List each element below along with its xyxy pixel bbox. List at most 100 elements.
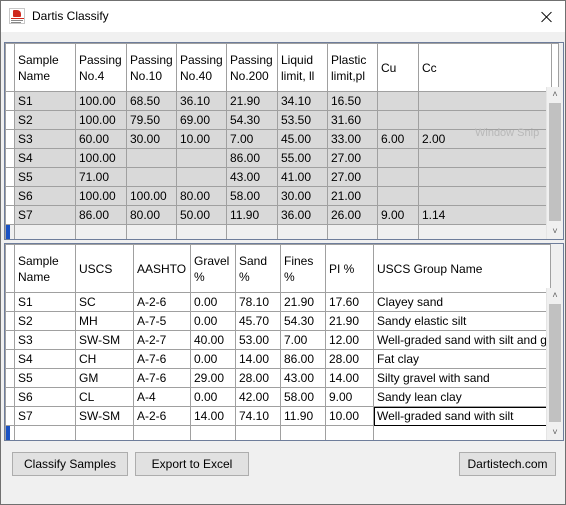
row-header[interactable] [5, 406, 15, 426]
table-cell[interactable]: 86.00 [280, 349, 326, 369]
table-cell[interactable]: A-2-7 [133, 330, 191, 350]
table-cell-empty[interactable] [377, 224, 419, 239]
table-cell[interactable]: A-2-6 [133, 406, 191, 426]
table-cell[interactable]: S1 [14, 91, 76, 111]
title-bar[interactable]: Dartis Classify [1, 1, 565, 32]
table-cell[interactable]: 28.00 [325, 349, 374, 369]
table-cell[interactable]: 14.00 [190, 406, 236, 426]
table-cell[interactable]: 79.50 [126, 110, 177, 130]
row-header[interactable] [5, 330, 15, 350]
column-header[interactable]: Sand % [235, 244, 281, 293]
table-cell[interactable]: 21.00 [327, 186, 378, 206]
table-cell[interactable]: 86.00 [226, 148, 278, 168]
table-row[interactable]: S2 100.00 79.50 69.00 54.30 53.50 31.60 [5, 110, 559, 130]
table-cell[interactable]: CH [75, 349, 134, 369]
table-cell-empty[interactable] [277, 224, 328, 239]
table-cell[interactable]: 0.00 [190, 311, 236, 331]
table-row[interactable]: S1 SC A-2-6 0.00 78.10 21.90 17.60 Clayey sand [5, 292, 551, 312]
column-header[interactable]: Passing No.40 [176, 43, 227, 92]
table-cell[interactable]: 29.00 [190, 368, 236, 388]
row-header[interactable] [5, 224, 15, 239]
table-cell[interactable]: Sandy elastic silt [373, 311, 551, 331]
table-cell[interactable] [418, 148, 552, 168]
table-cell[interactable]: Clayey sand [373, 292, 551, 312]
table-cell[interactable]: S7 [14, 205, 76, 225]
table-cell[interactable]: A-7-5 [133, 311, 191, 331]
column-header[interactable]: USCS Group Name [373, 244, 551, 293]
table-row[interactable]: S3 SW-SM A-2-7 40.00 53.00 7.00 12.00 Well-grad… [5, 330, 551, 350]
table-cell-empty[interactable] [75, 425, 134, 440]
column-header[interactable]: Passing No.200 [226, 43, 278, 92]
row-header[interactable] [5, 425, 15, 440]
table-cell-empty[interactable] [280, 425, 326, 440]
table-cell[interactable] [126, 148, 177, 168]
table-cell[interactable]: S1 [14, 292, 76, 312]
row-header[interactable] [5, 148, 15, 168]
table-cell[interactable]: A-2-6 [133, 292, 191, 312]
table-row[interactable]: S5 71.00 43.00 41.00 27.00 [5, 167, 559, 187]
table-cell[interactable]: 31.60 [327, 110, 378, 130]
table-cell[interactable] [176, 148, 227, 168]
table-cell[interactable]: 50.00 [176, 205, 227, 225]
scroll-up-icon[interactable]: ˄ [552, 89, 558, 99]
row-header[interactable] [5, 91, 15, 111]
table-cell[interactable] [418, 91, 552, 111]
table-cell-empty[interactable] [418, 224, 552, 239]
table-cell[interactable]: 2.00 [418, 129, 552, 149]
column-header[interactable]: USCS [75, 244, 134, 293]
table-cell-empty[interactable] [190, 425, 236, 440]
table-cell[interactable]: 74.10 [235, 406, 281, 426]
table-cell-empty[interactable] [325, 425, 374, 440]
samples-scrollbar[interactable]: ˄ ˅ [546, 87, 563, 239]
scroll-thumb[interactable] [549, 103, 561, 221]
table-cell-empty[interactable] [126, 224, 177, 239]
column-header[interactable]: Cu [377, 43, 419, 92]
table-cell-empty[interactable] [14, 224, 76, 239]
table-cell-empty[interactable] [133, 425, 191, 440]
table-cell-empty[interactable] [235, 425, 281, 440]
table-cell[interactable]: S4 [14, 349, 76, 369]
table-cell[interactable] [418, 167, 552, 187]
table-row[interactable]: S2 MH A-7-5 0.00 45.70 54.30 21.90 Sandy elasti… [5, 311, 551, 331]
table-cell[interactable]: 11.90 [280, 406, 326, 426]
table-cell[interactable]: A-7-6 [133, 368, 191, 388]
table-cell-empty[interactable] [176, 224, 227, 239]
export-to-excel-button[interactable]: Export to Excel [135, 452, 249, 476]
scroll-up-icon[interactable]: ˄ [552, 290, 558, 300]
table-cell[interactable]: 100.00 [75, 91, 127, 111]
table-cell[interactable]: 42.00 [235, 387, 281, 407]
table-cell[interactable]: 7.00 [280, 330, 326, 350]
table-cell[interactable]: 14.00 [325, 368, 374, 388]
table-cell[interactable]: 21.90 [226, 91, 278, 111]
table-cell[interactable]: S6 [14, 186, 76, 206]
table-cell[interactable]: S2 [14, 311, 76, 331]
table-cell[interactable]: A-4 [133, 387, 191, 407]
table-cell[interactable]: 80.00 [126, 205, 177, 225]
table-cell[interactable]: A-7-6 [133, 349, 191, 369]
table-row[interactable]: S1 100.00 68.50 36.10 21.90 34.10 16.50 [5, 91, 559, 111]
table-cell[interactable]: Silty gravel with sand [373, 368, 551, 388]
table-cell[interactable]: S3 [14, 330, 76, 350]
table-cell[interactable] [418, 186, 552, 206]
table-cell[interactable]: 55.00 [277, 148, 328, 168]
table-cell[interactable]: 71.00 [75, 167, 127, 187]
classify-samples-button[interactable]: Classify Samples [12, 452, 128, 476]
table-cell[interactable]: 30.00 [126, 129, 177, 149]
table-cell[interactable]: 58.00 [280, 387, 326, 407]
table-cell[interactable]: 11.90 [226, 205, 278, 225]
table-cell[interactable]: 10.00 [176, 129, 227, 149]
table-cell[interactable] [377, 186, 419, 206]
table-cell[interactable]: Sandy lean clay [373, 387, 551, 407]
table-cell[interactable]: 45.70 [235, 311, 281, 331]
table-row[interactable]: S4 CH A-7-6 0.00 14.00 86.00 28.00 Fat clay [5, 349, 551, 369]
table-cell[interactable] [377, 167, 419, 187]
table-cell[interactable]: 58.00 [226, 186, 278, 206]
new-row[interactable] [5, 224, 559, 239]
table-cell[interactable]: 43.00 [226, 167, 278, 187]
row-header[interactable] [5, 186, 15, 206]
table-cell[interactable] [176, 167, 227, 187]
dartistech-link-button[interactable]: Dartistech.com [459, 452, 556, 476]
table-cell[interactable]: 36.00 [277, 205, 328, 225]
table-cell-empty[interactable] [226, 224, 278, 239]
table-cell[interactable]: MH [75, 311, 134, 331]
